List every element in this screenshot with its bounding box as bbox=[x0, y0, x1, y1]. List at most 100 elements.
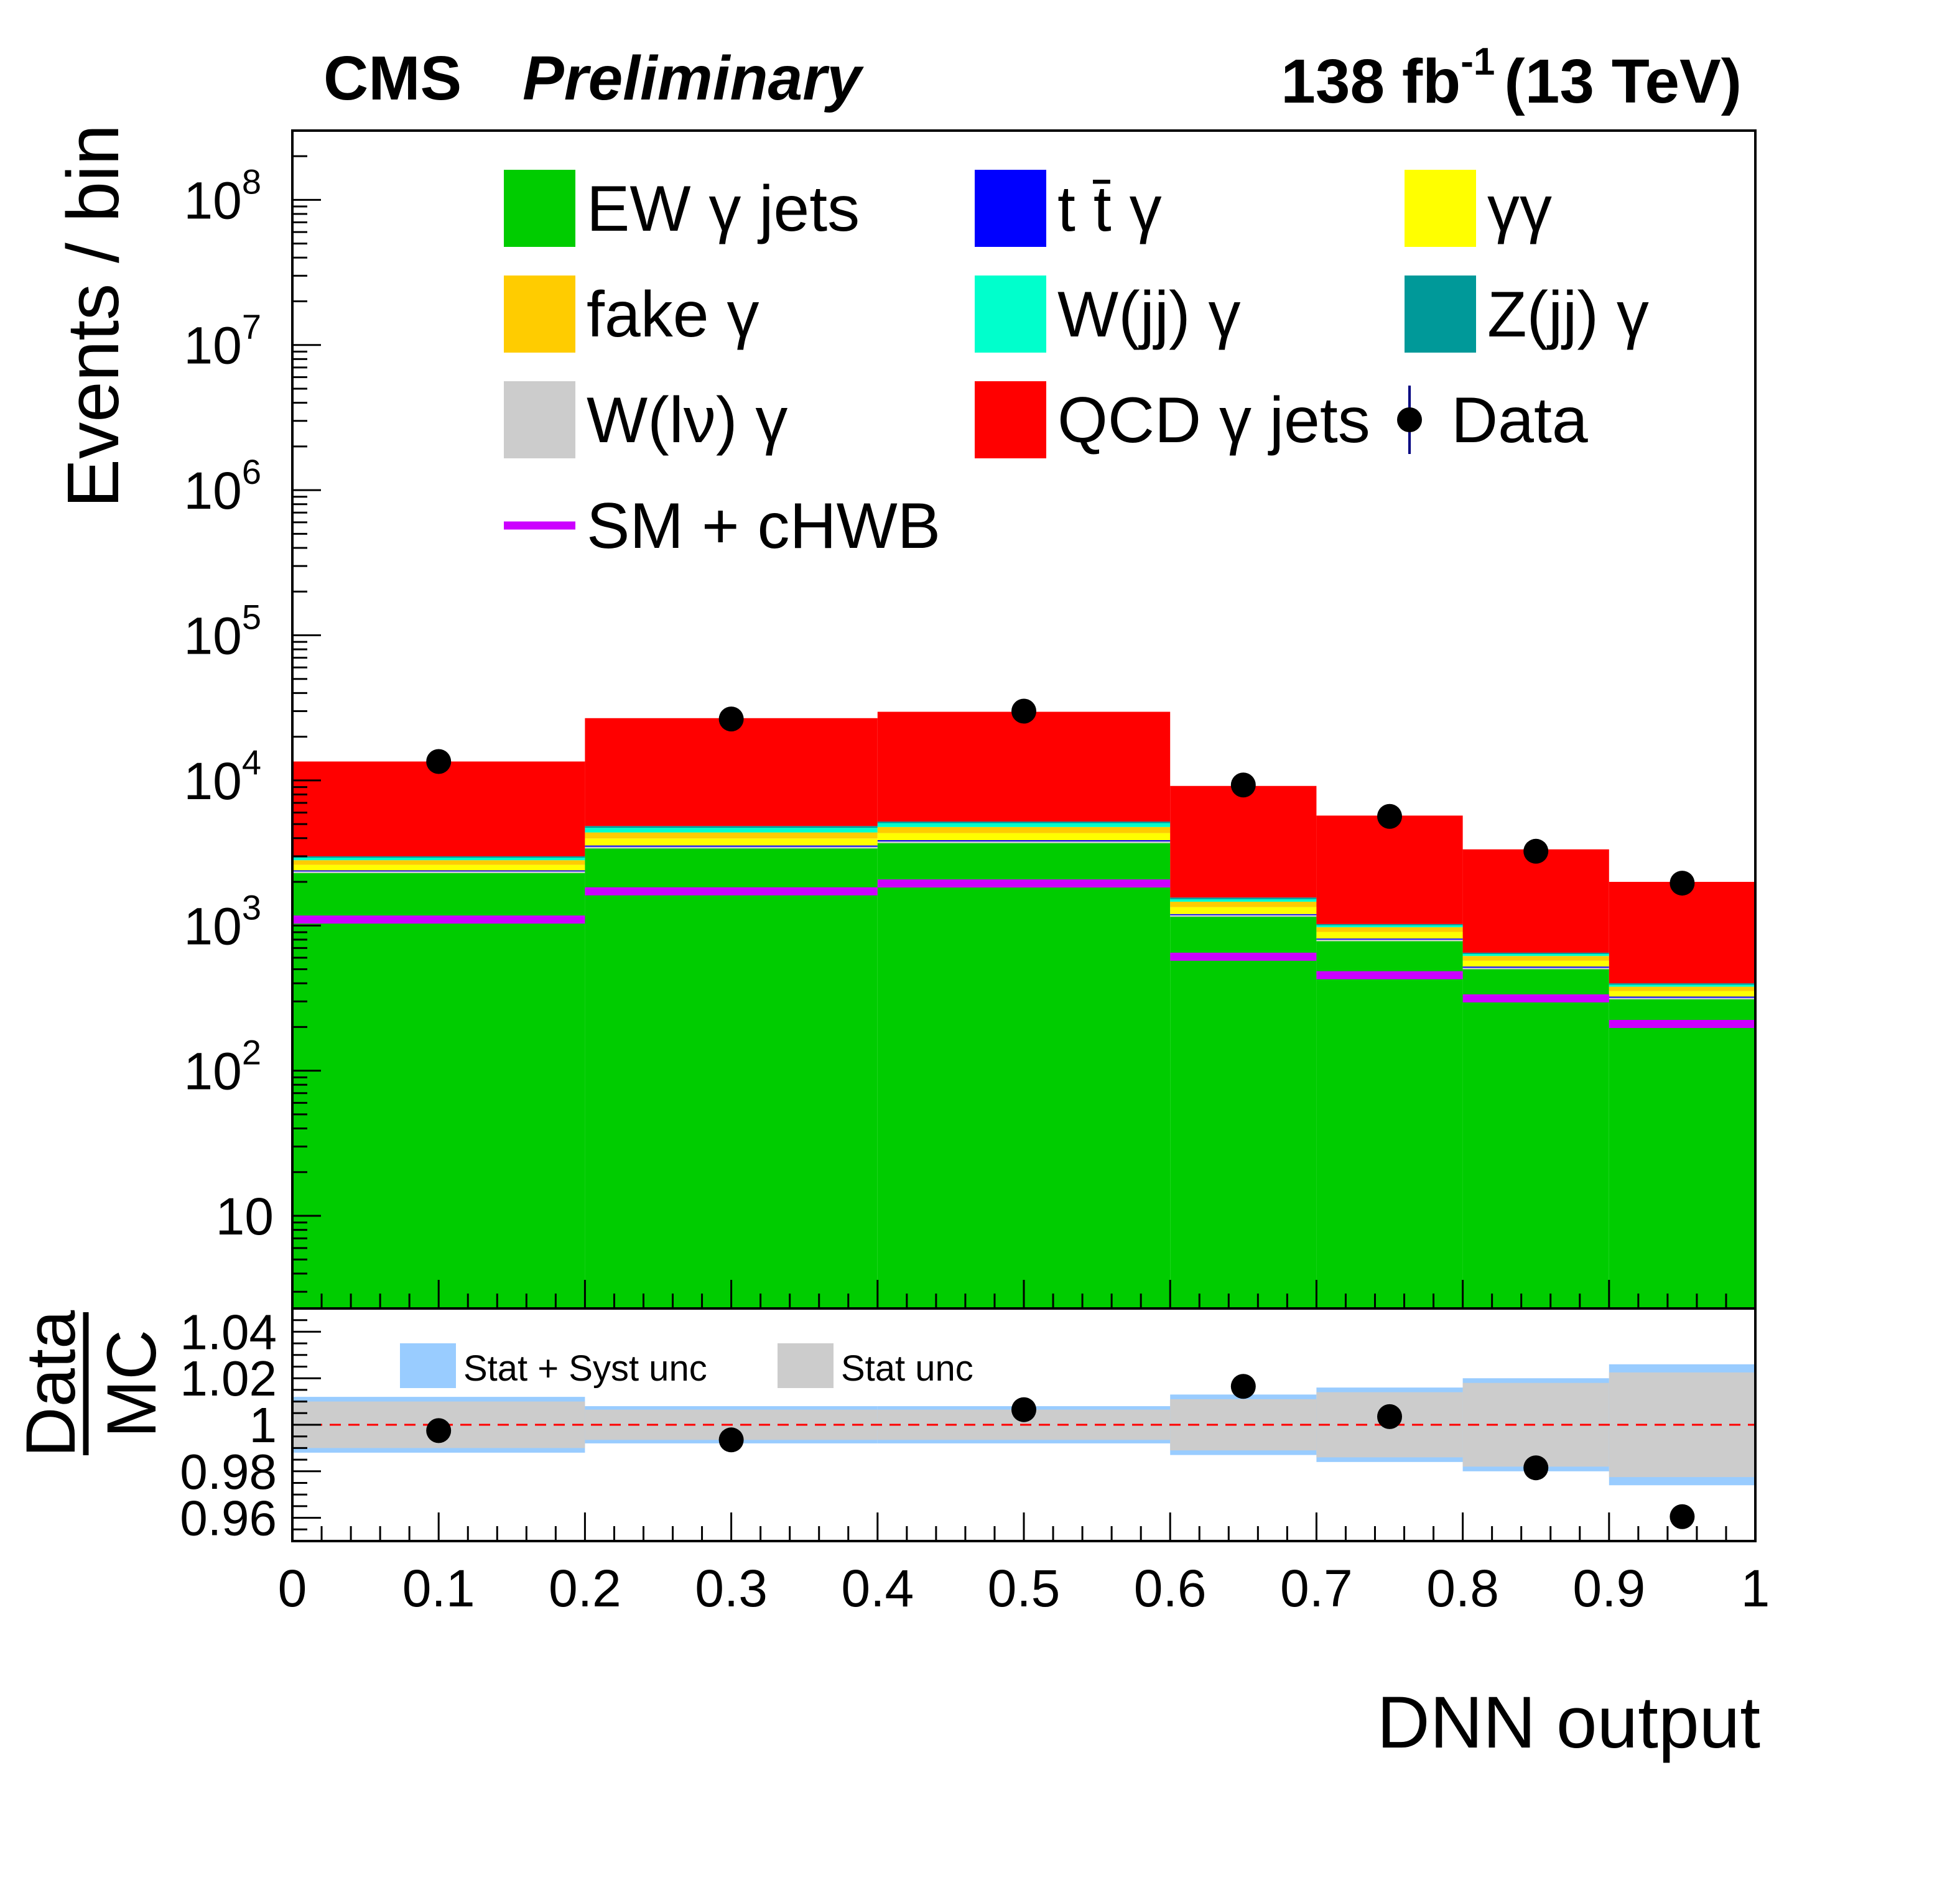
legend-entry-data: Data bbox=[1397, 384, 1588, 456]
bar-qcd-jets-bin-4 bbox=[1170, 785, 1317, 898]
ratio-legend-stat-syst: Stat + Syst unc bbox=[400, 1343, 707, 1389]
legend-swatch- bbox=[1405, 170, 1476, 247]
bar-ew-jets-bin-6 bbox=[1462, 969, 1609, 1308]
bar-fake-bin-2 bbox=[585, 832, 878, 839]
ratio-data-points bbox=[426, 1374, 1695, 1529]
bar--bin-7 bbox=[1609, 991, 1755, 997]
luminosity-label: 138 fb-1 (13 TeV) bbox=[1281, 40, 1742, 116]
bar--bin-1 bbox=[292, 864, 585, 871]
data-point-bin-3 bbox=[1011, 698, 1036, 724]
data-point-bin-6 bbox=[1523, 838, 1549, 864]
bar-w-l-bin-4 bbox=[1170, 915, 1317, 917]
bar-fake-bin-6 bbox=[1462, 956, 1609, 961]
legend-entry-w-jj: W(jj) γ bbox=[975, 276, 1241, 353]
ratio-point-bin-1 bbox=[426, 1418, 452, 1443]
bar-w-l-bin-1 bbox=[292, 871, 585, 873]
legend-label-sm-chwb: SM + cHWB bbox=[587, 490, 941, 562]
bar-t-t-bin-5 bbox=[1316, 938, 1463, 940]
bar-ew-jets-bin-5 bbox=[1316, 941, 1463, 1308]
bar-ew-jets-bin-3 bbox=[877, 843, 1171, 1308]
y-tick-exponent: 5 bbox=[242, 598, 261, 637]
bar-fake-bin-4 bbox=[1170, 901, 1317, 907]
y-tick-exponent: 4 bbox=[242, 743, 261, 782]
y-tick-base: 10 bbox=[183, 752, 241, 810]
bar-w-l-bin-7 bbox=[1609, 998, 1755, 999]
data-points bbox=[426, 698, 1695, 896]
ratio-point-bin-6 bbox=[1523, 1455, 1549, 1481]
y-tick-base: 10 bbox=[183, 461, 241, 520]
bar-t-t-bin-2 bbox=[585, 845, 878, 847]
bar-fake-bin-3 bbox=[877, 827, 1171, 833]
data-point-bin-7 bbox=[1670, 871, 1695, 896]
legend-label-w-l: W(lν) γ bbox=[587, 384, 787, 456]
ratio-y-tick-label-4: 1.04 bbox=[180, 1304, 277, 1359]
bar-w-l-bin-3 bbox=[877, 841, 1171, 843]
status-label: Preliminary bbox=[523, 44, 864, 113]
ratio-y-tick-label-3: 1.02 bbox=[180, 1351, 277, 1406]
bar--bin-3 bbox=[877, 833, 1171, 840]
bar-qcd-jets-bin-5 bbox=[1316, 815, 1463, 924]
bar-t-t-bin-7 bbox=[1609, 996, 1755, 998]
bar-ew-jets-bin-1 bbox=[292, 873, 585, 1308]
bar-qcd-jets-bin-2 bbox=[585, 718, 878, 827]
x-tick-label-10: 1 bbox=[1741, 1559, 1770, 1618]
bar-z-jj-bin-7 bbox=[1609, 983, 1755, 985]
ratio-legend-swatch-stat-syst bbox=[400, 1343, 456, 1388]
legend-label-fake: fake γ bbox=[587, 279, 759, 351]
legend-entry-fake: fake γ bbox=[504, 276, 759, 353]
bar-ew-jets-bin-7 bbox=[1609, 999, 1755, 1308]
bar--bin-6 bbox=[1462, 960, 1609, 967]
bar-w-l-bin-5 bbox=[1316, 939, 1463, 942]
ratio-point-bin-2 bbox=[718, 1427, 744, 1453]
bar-w-jj-bin-6 bbox=[1462, 953, 1609, 956]
bar-fake-bin-1 bbox=[292, 860, 585, 865]
bar-t-t-bin-6 bbox=[1462, 966, 1609, 968]
y-tick-label-10000: 104 bbox=[183, 743, 261, 810]
y-tick-base: 10 bbox=[183, 1042, 241, 1101]
y-tick-label-100: 102 bbox=[183, 1033, 261, 1101]
x-tick-label-7: 0.7 bbox=[1280, 1559, 1353, 1618]
bar-w-jj-bin-7 bbox=[1609, 984, 1755, 987]
bar-w-jj-bin-2 bbox=[585, 828, 878, 833]
bar-z-jj-bin-3 bbox=[877, 822, 1171, 823]
y-tick-base: 10 bbox=[183, 607, 241, 665]
ratio-legend-stat: Stat unc bbox=[778, 1343, 973, 1389]
legend-swatch-w-jj bbox=[975, 276, 1046, 353]
bar-qcd-jets-bin-3 bbox=[877, 711, 1171, 822]
y-tick-base: 10 bbox=[183, 317, 241, 375]
ratio-y-title-denominator: MC bbox=[93, 1330, 170, 1438]
legend-label-w-jj: W(jj) γ bbox=[1057, 279, 1241, 351]
energy-label: (13 TeV) bbox=[1504, 47, 1742, 116]
bar-t-t-bin-3 bbox=[877, 840, 1171, 841]
ratio-legend-swatch-stat bbox=[778, 1343, 834, 1388]
bar-w-jj-bin-5 bbox=[1316, 925, 1463, 927]
bar-w-l-bin-2 bbox=[585, 846, 878, 849]
legend-label-: γγ bbox=[1487, 173, 1552, 245]
ratio-y-title-numerator: Data bbox=[12, 1310, 90, 1457]
ratio-legend-label-stat: Stat unc bbox=[841, 1348, 973, 1389]
ratio-y-tick-label-1: 0.98 bbox=[180, 1444, 277, 1499]
bar-z-jj-bin-2 bbox=[585, 826, 878, 828]
bar-ew-jets-bin-2 bbox=[585, 848, 878, 1308]
bar--bin-4 bbox=[1170, 907, 1317, 914]
data-point-bin-1 bbox=[426, 749, 452, 774]
ratio-point-bin-3 bbox=[1011, 1397, 1036, 1422]
bar-t-t-bin-1 bbox=[292, 870, 585, 872]
bar--bin-2 bbox=[585, 838, 878, 846]
experiment-label: CMS bbox=[323, 44, 462, 113]
legend-entry-sm-chwb: SM + cHWB bbox=[504, 490, 941, 562]
y-tick-label-1000: 103 bbox=[183, 887, 261, 955]
legend-swatch-qcd-jets bbox=[975, 381, 1046, 458]
ratio-legend-label-stat-syst: Stat + Syst unc bbox=[463, 1348, 707, 1389]
bar-fake-bin-7 bbox=[1609, 986, 1755, 991]
ratio-y-tick-label-2: 1 bbox=[249, 1397, 277, 1453]
y-tick-base: 10 bbox=[183, 897, 241, 955]
ratio-point-bin-4 bbox=[1230, 1374, 1256, 1399]
legend-swatch-t-t bbox=[975, 170, 1046, 247]
x-tick-label-2: 0.2 bbox=[549, 1559, 621, 1618]
bar-w-l-bin-6 bbox=[1462, 968, 1609, 970]
lumi-superscript: -1 bbox=[1461, 40, 1495, 83]
bar-w-jj-bin-1 bbox=[292, 858, 585, 861]
legend-entry-z-jj: Z(jj) γ bbox=[1405, 276, 1649, 353]
